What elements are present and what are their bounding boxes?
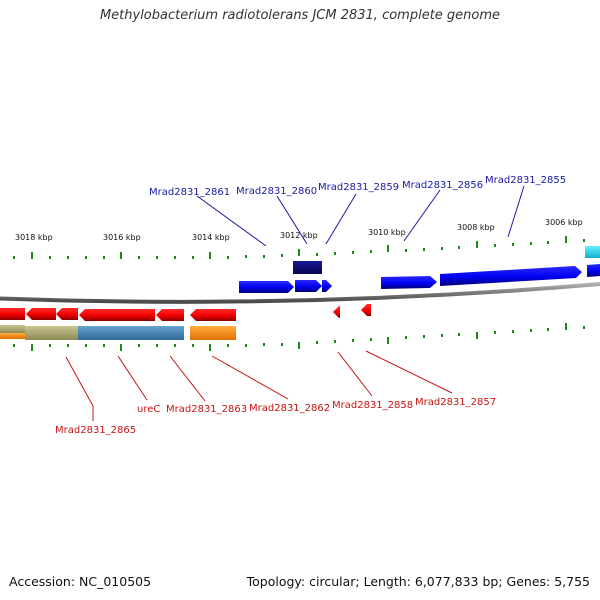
- scale-label-3006: 3006 kbp: [545, 218, 583, 227]
- scale-label-3018: 3018 kbp: [15, 233, 53, 242]
- accession-text: Accession: NC_010505: [9, 574, 152, 589]
- steel-feature-block[interactable]: [78, 326, 155, 340]
- scale-label-3012: 3012 kbp: [280, 231, 318, 240]
- genome-backbone: [0, 282, 600, 304]
- forward-gene-arrow[interactable]: [587, 264, 600, 277]
- reverse-gene-arrow[interactable]: [26, 308, 56, 320]
- gene-label-mrad2831-2863[interactable]: Mrad2831_2863: [166, 404, 247, 415]
- gene-label-mrad2831-2859[interactable]: Mrad2831_2859: [318, 182, 399, 193]
- gene-label-mrad2831-2857[interactable]: Mrad2831_2857: [415, 397, 496, 408]
- scale-label-3008: 3008 kbp: [457, 223, 495, 232]
- scale-label-3010: 3010 kbp: [368, 228, 406, 237]
- forward-gene-arrow[interactable]: [239, 281, 294, 293]
- lower-tick-row: [13, 323, 585, 351]
- upper-tick-row: [13, 236, 585, 259]
- gene-label-mrad2831-2860[interactable]: Mrad2831_2860: [236, 186, 317, 197]
- cyan-feature-block[interactable]: [585, 246, 600, 258]
- reverse-gene-arrow[interactable]: [156, 309, 184, 321]
- forward-gene-arrow[interactable]: [440, 266, 582, 286]
- forward-gene-arrow[interactable]: [295, 280, 322, 292]
- gene-label-mrad2831-2862[interactable]: Mrad2831_2862: [249, 403, 330, 414]
- olive-feature-block[interactable]: [25, 326, 78, 340]
- gene-label-mrad2831-2856[interactable]: Mrad2831_2856: [402, 180, 483, 191]
- orange-feature-block[interactable]: [0, 333, 25, 339]
- forward-gene-arrow[interactable]: [381, 276, 437, 289]
- reverse-gene-arrow[interactable]: [333, 306, 340, 318]
- reverse-gene-arrow[interactable]: [361, 304, 371, 316]
- scale-label-3016: 3016 kbp: [103, 233, 141, 242]
- navy-feature-block[interactable]: [293, 261, 322, 274]
- scale-label-3014: 3014 kbp: [192, 233, 230, 242]
- gene-label-urec[interactable]: ureC: [137, 404, 160, 415]
- reverse-label-leaders: [65, 350, 453, 421]
- map-title: Methylobacterium radiotolerans JCM 2831,…: [99, 8, 501, 23]
- reverse-gene-arrow[interactable]: [0, 308, 25, 320]
- reverse-gene-arrow[interactable]: [79, 309, 155, 321]
- genome-summary-text: Topology: circular; Length: 6,077,833 bp…: [246, 574, 590, 589]
- steel-feature-block[interactable]: [155, 326, 184, 340]
- olive-feature-block[interactable]: [0, 325, 25, 333]
- forward-gene-arrow[interactable]: [322, 280, 332, 292]
- orange-feature-block[interactable]: [190, 326, 236, 340]
- reverse-gene-arrow[interactable]: [190, 309, 236, 321]
- gene-label-mrad2831-2861[interactable]: Mrad2831_2861: [149, 187, 230, 198]
- gene-label-mrad2831-2858[interactable]: Mrad2831_2858: [332, 400, 413, 411]
- gene-label-mrad2831-2855[interactable]: Mrad2831_2855: [485, 175, 566, 186]
- forward-label-leaders: [196, 185, 525, 247]
- gene-label-mrad2831-2865[interactable]: Mrad2831_2865: [55, 425, 136, 436]
- reverse-gene-arrow[interactable]: [56, 308, 78, 320]
